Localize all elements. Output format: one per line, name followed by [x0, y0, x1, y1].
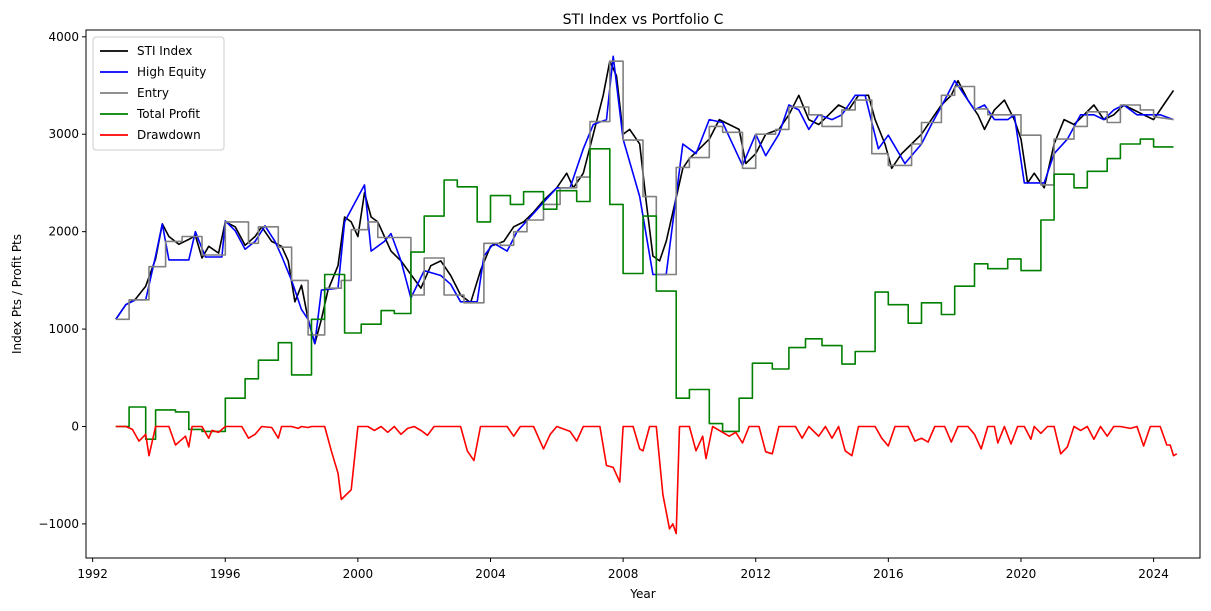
x-axis-label: Year	[629, 587, 655, 601]
legend: STI Index High Equity Entry Total Profit Dra…	[92, 36, 225, 151]
legend-label-sti-index: STI Index	[137, 44, 192, 58]
series-line-drawdown	[115, 425, 1178, 535]
x-axis: 1992 1996 2000 2004 2008 2012 2016 2020 2024	[77, 558, 1169, 581]
x-tick-label: 2008	[608, 567, 639, 581]
y-axis-label: Index Pts / Profit Pts	[10, 234, 24, 354]
plot-frame	[85, 29, 1201, 559]
x-tick-label: 1992	[77, 567, 108, 581]
x-tick-label: 2000	[343, 567, 374, 581]
x-tick-label: 2016	[873, 567, 904, 581]
legend-label-high-equity: High Equity	[137, 65, 206, 79]
x-tick-label: 2012	[740, 567, 771, 581]
x-tick-label: 1996	[210, 567, 241, 581]
y-axis: −1000 0 1000 2000 3000 4000	[38, 30, 86, 531]
series-lines	[115, 55, 1178, 535]
series-line-entry	[115, 60, 1174, 336]
series-line-sti-index	[115, 60, 1175, 345]
y-tick-label: −1000	[38, 517, 79, 531]
y-tick-label: 0	[71, 419, 79, 433]
y-tick-label: 4000	[48, 30, 79, 44]
y-tick-label: 2000	[48, 225, 79, 239]
legend-label-total-profit: Total Profit	[136, 107, 200, 121]
legend-box	[92, 36, 225, 151]
y-tick-label: 1000	[48, 322, 79, 336]
x-tick-label: 2024	[1138, 567, 1169, 581]
y-tick-label: 3000	[48, 127, 79, 141]
x-tick-label: 2020	[1006, 567, 1037, 581]
legend-label-entry: Entry	[137, 86, 169, 100]
series-line-total-profit	[115, 138, 1174, 440]
x-tick-label: 2004	[475, 567, 506, 581]
chart-title: STI Index vs Portfolio C	[563, 12, 724, 28]
legend-label-drawdown: Drawdown	[137, 128, 201, 142]
